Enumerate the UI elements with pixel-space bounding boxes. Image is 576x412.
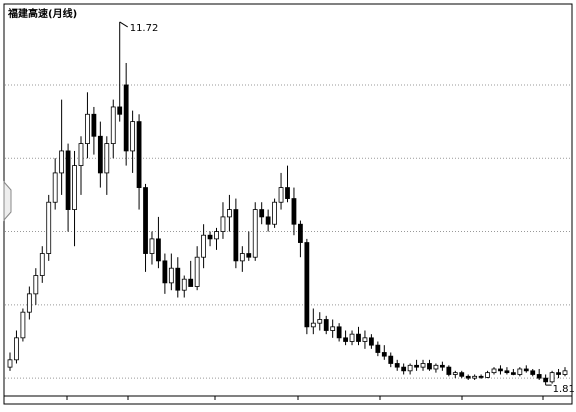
candle-body [478, 375, 484, 378]
candle-body [33, 275, 39, 295]
candle-body [407, 364, 413, 372]
candle-body [252, 209, 258, 258]
candle-body [272, 201, 277, 225]
candle-body [52, 172, 58, 203]
side-handle [3, 180, 12, 222]
candle-body [498, 368, 503, 372]
candle-body [401, 366, 407, 372]
candle-body [72, 165, 77, 210]
candle-body [130, 121, 136, 152]
candle-body [291, 198, 297, 225]
candle-body [207, 234, 213, 240]
candle-body [530, 370, 536, 375]
candle-body [156, 238, 161, 262]
candle-body [452, 372, 458, 375]
candle-body [381, 352, 387, 357]
candle-body [394, 363, 400, 368]
candle-body [39, 253, 45, 276]
candle-body [26, 293, 32, 313]
candle-body [117, 106, 123, 115]
high-annotation: 11.72 [130, 23, 159, 34]
candle-body [246, 253, 252, 258]
candle-body [304, 242, 310, 328]
candle-body [446, 366, 452, 375]
candle-body [485, 372, 490, 378]
candle-body [181, 278, 187, 291]
candle-body [465, 375, 471, 379]
candle-body [259, 209, 265, 218]
candle-body [220, 216, 226, 232]
candle-body [317, 319, 323, 324]
candle-body [459, 372, 465, 377]
candle-body [362, 337, 368, 342]
candle-body [168, 267, 174, 284]
chart-title: 福建高速(月线) [7, 7, 77, 20]
candle-body [433, 364, 439, 370]
candle-body [323, 319, 329, 331]
candle-body [343, 337, 348, 342]
candle-body [491, 368, 497, 374]
candle-body [65, 150, 71, 210]
candle-body [427, 363, 432, 370]
candle-body [239, 253, 245, 262]
candle-body [562, 370, 568, 375]
candle-body [123, 84, 129, 152]
annotation-arrow [119, 21, 128, 28]
candle-body [175, 267, 181, 291]
candle-body [143, 187, 148, 254]
candle-body [375, 344, 381, 353]
candle-body [78, 143, 84, 166]
candle-body [285, 187, 290, 199]
candle-body [91, 113, 97, 137]
candle-body [330, 326, 336, 331]
candle-body [194, 256, 200, 287]
candle-body [14, 337, 19, 361]
candle-body [472, 375, 478, 379]
candle-body [556, 372, 561, 375]
candle-body [227, 209, 232, 218]
candle-body [201, 234, 207, 258]
candle-body [59, 150, 65, 174]
candle-body [298, 223, 303, 243]
candle-body [104, 143, 110, 174]
candle-body [356, 333, 361, 342]
candle-body [46, 201, 52, 254]
candle-body [188, 278, 194, 287]
candle-body [162, 260, 168, 284]
low-annotation: 1.81 [553, 384, 575, 395]
candle-body [549, 372, 555, 383]
candle-body [20, 311, 26, 339]
candle-body [510, 372, 516, 375]
candle-body [517, 368, 523, 375]
candle-body [7, 359, 13, 368]
candle-body [368, 337, 374, 346]
candle-body [136, 121, 142, 188]
candle-body [233, 209, 239, 262]
candle-body [388, 355, 394, 364]
candle-body [349, 333, 355, 342]
candle-body [97, 135, 103, 174]
candle-body [536, 374, 542, 379]
candle-body [310, 322, 316, 328]
candle-body [543, 377, 549, 383]
frame [3, 3, 573, 405]
candle-body [420, 363, 426, 368]
candle-body [439, 364, 445, 368]
candle-body [214, 231, 219, 240]
candle-body [110, 106, 116, 144]
candle-body [149, 238, 155, 254]
candle-body [265, 216, 271, 225]
candle-body [414, 364, 419, 368]
candle-body [504, 370, 510, 374]
candle-body [278, 187, 284, 203]
candle-body [336, 326, 342, 339]
candle-body [523, 368, 529, 372]
candle-body [85, 113, 90, 144]
